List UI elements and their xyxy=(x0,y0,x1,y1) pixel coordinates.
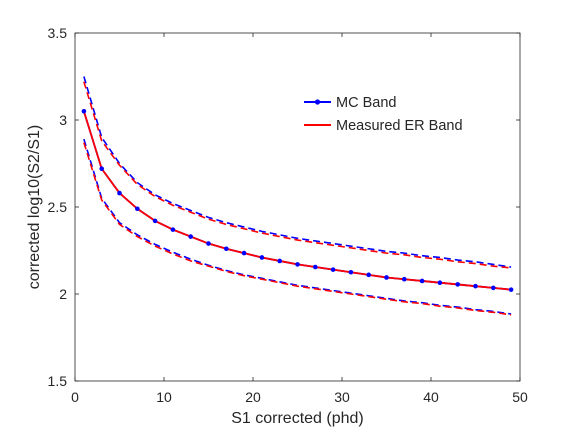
data-point xyxy=(277,258,283,264)
y-tick-label: 3.5 xyxy=(48,25,68,41)
data-point xyxy=(295,262,300,267)
y-tick-label: 2.5 xyxy=(48,199,68,215)
data-point xyxy=(419,278,425,284)
series-line-4-dashed xyxy=(83,138,512,315)
series-line-5-dashed xyxy=(83,142,512,316)
data-point xyxy=(313,264,318,270)
data-point xyxy=(81,109,87,114)
data-point xyxy=(455,282,461,287)
y-tick-label: 3 xyxy=(59,112,67,128)
data-point xyxy=(170,227,176,232)
y-tick-label: 1.5 xyxy=(48,373,68,389)
y-tick-label: 2 xyxy=(59,286,67,302)
data-point xyxy=(491,285,496,291)
data-point xyxy=(117,190,122,196)
tick-layer: 0 10 20 30 40 50 1.5 2 2.5 3 3.5 xyxy=(48,25,528,405)
data-point xyxy=(135,206,140,212)
data-point xyxy=(437,280,443,285)
x-tick-label: 20 xyxy=(245,389,261,405)
data-point xyxy=(241,250,247,256)
legend-er-band-label: Measured ER Band xyxy=(336,118,463,134)
x-tick-label: 30 xyxy=(334,389,350,405)
legend-mc-band-label: MC Band xyxy=(336,95,396,111)
data-point xyxy=(152,218,158,224)
legend-mc-band-marker xyxy=(314,99,321,105)
data-point xyxy=(206,241,211,246)
data-point xyxy=(99,166,104,172)
data-point xyxy=(348,269,354,275)
series-line-3-dashed xyxy=(83,81,512,269)
legend: MC Band Measured ER Band xyxy=(298,90,490,138)
x-tick-label: 0 xyxy=(71,389,79,405)
data-point xyxy=(508,287,514,292)
plot-area xyxy=(75,33,520,381)
series-line-2-dashed xyxy=(83,76,512,268)
data-point xyxy=(330,267,336,272)
x-tick-label: 10 xyxy=(156,389,172,405)
data-point xyxy=(259,255,265,260)
x-axis-label: S1 corrected (phd) xyxy=(231,410,364,427)
data-point xyxy=(473,283,478,289)
y-axis-label: corrected log10(S2/S1) xyxy=(26,125,43,290)
series-layer xyxy=(81,76,514,316)
legend-box xyxy=(298,90,490,138)
x-tick-label: 50 xyxy=(512,389,528,405)
data-point xyxy=(384,275,389,280)
data-point xyxy=(188,234,193,239)
x-tick-label: 40 xyxy=(423,389,439,405)
data-point xyxy=(402,276,407,282)
data-point xyxy=(224,246,229,252)
data-point xyxy=(366,272,372,278)
